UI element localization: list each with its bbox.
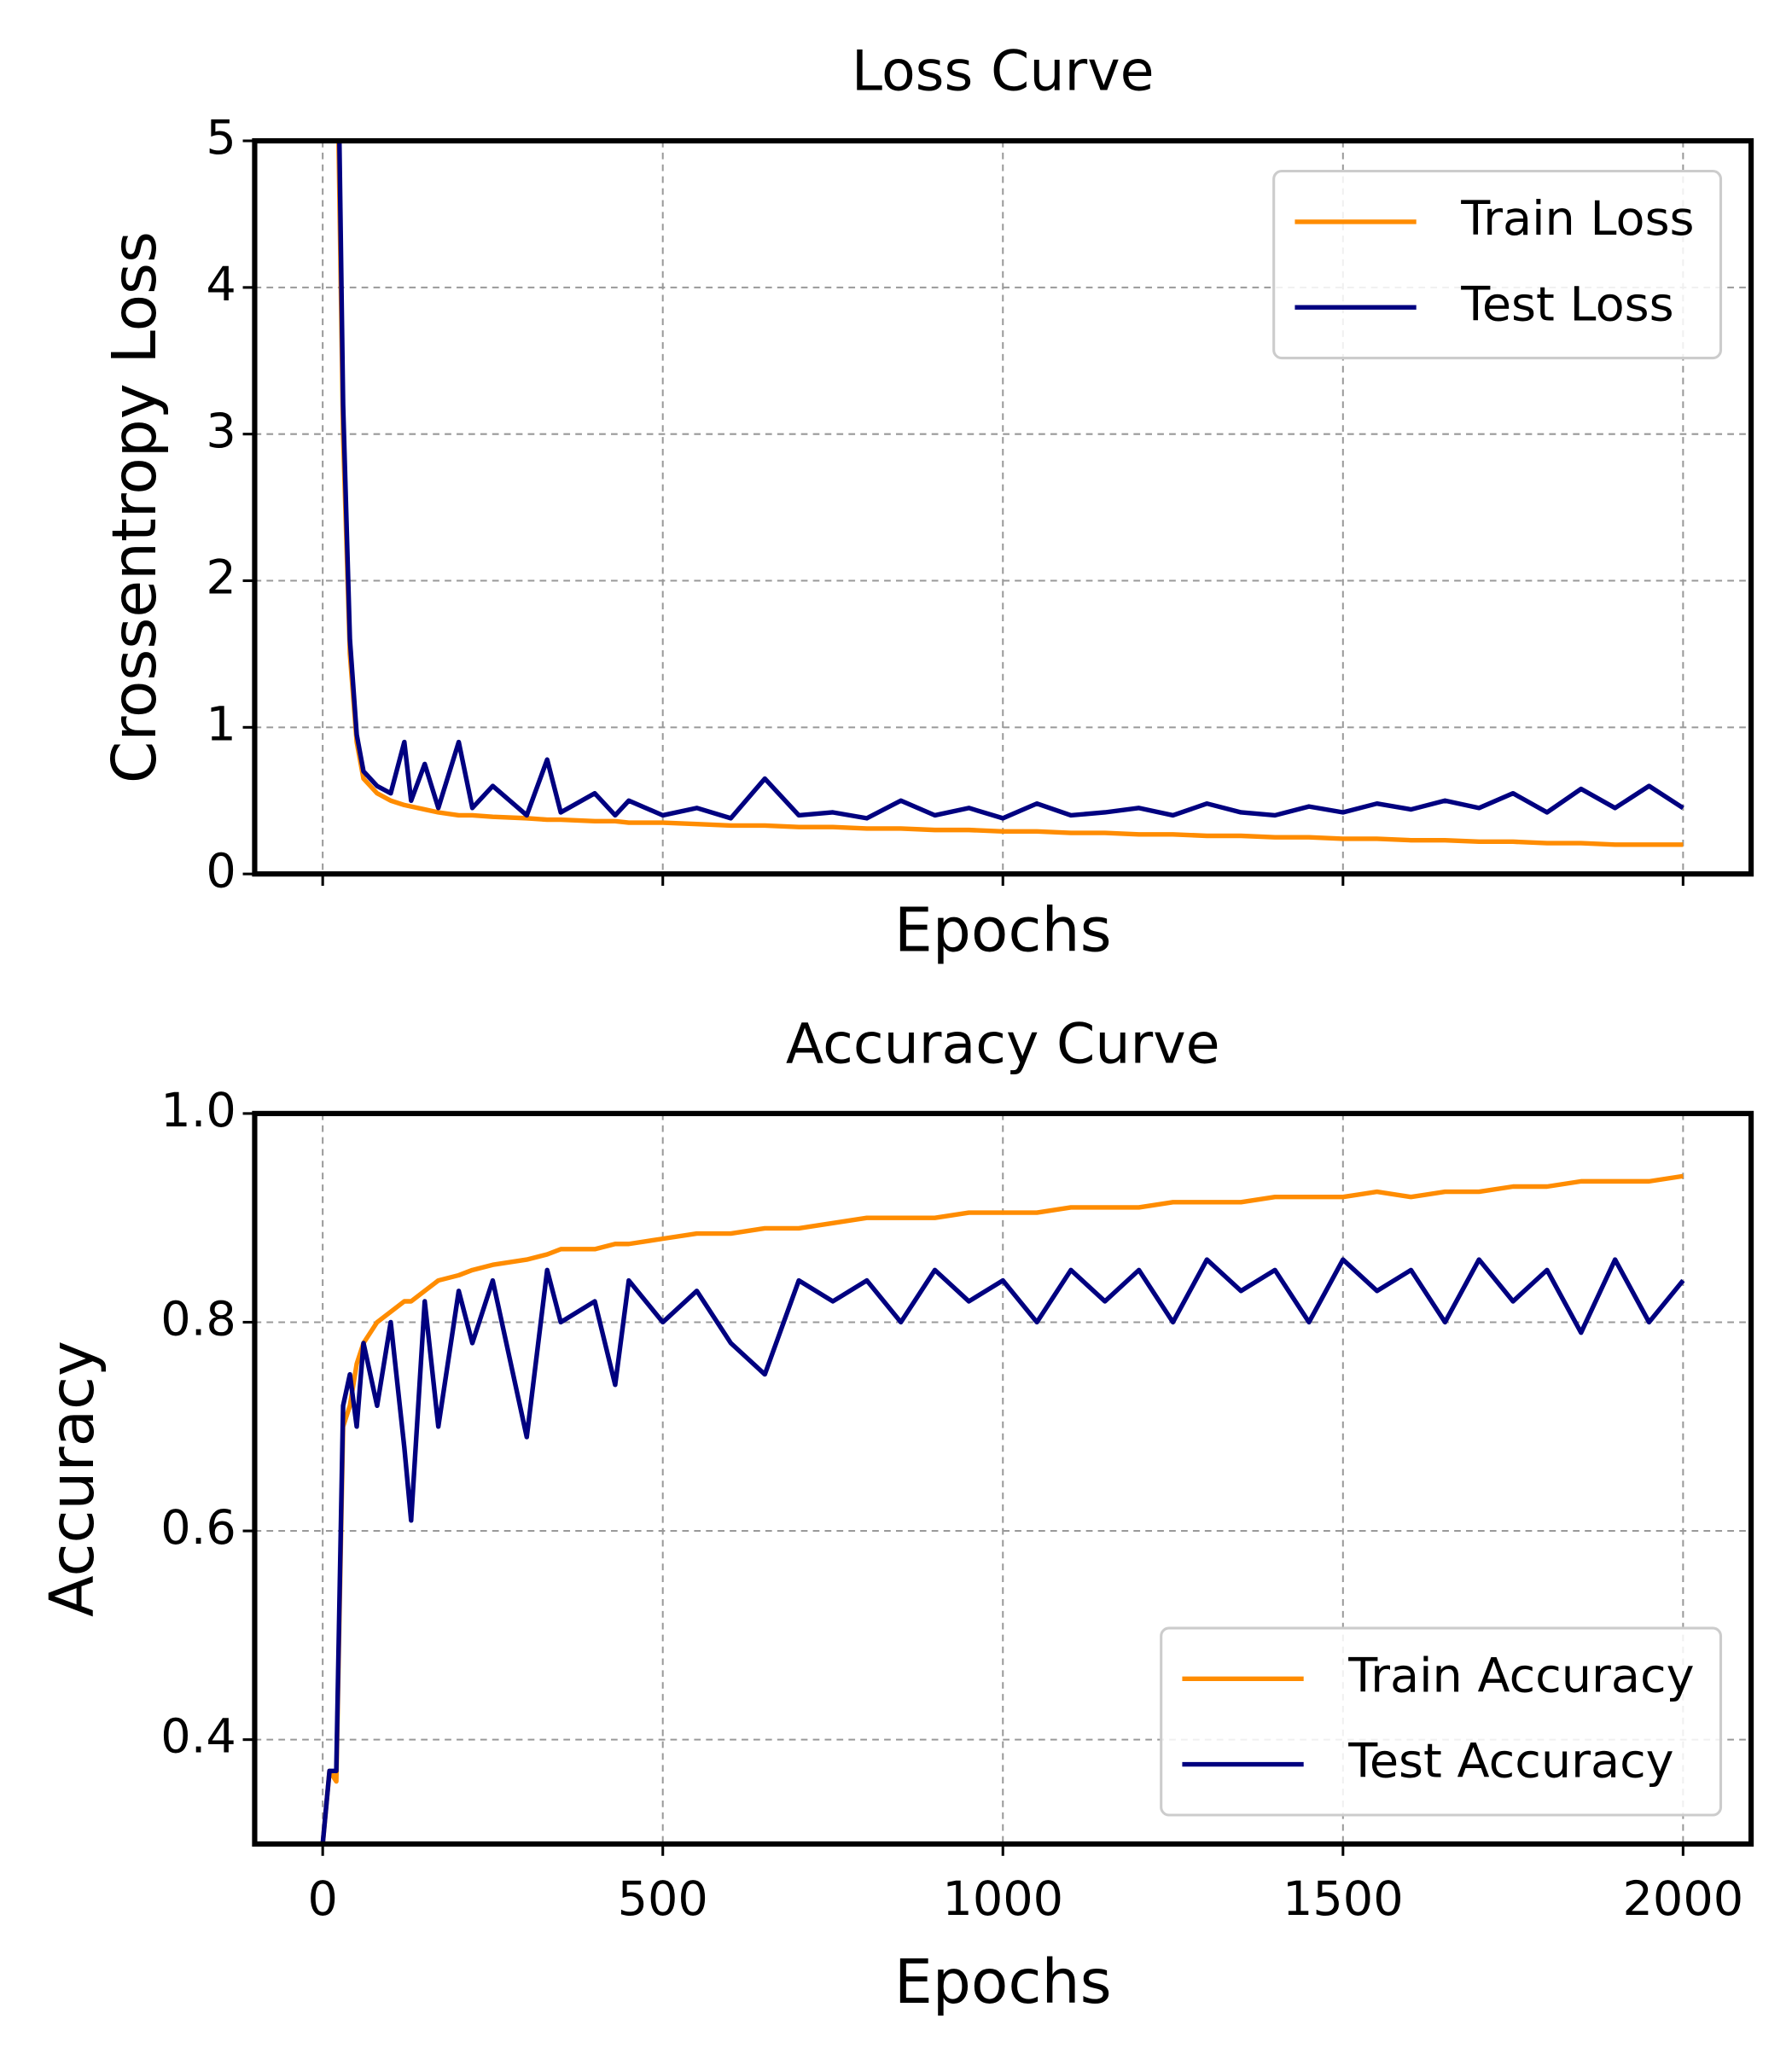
legend-label: Train Accuracy — [1347, 1649, 1694, 1704]
x-tick-label: 500 — [618, 1871, 708, 1927]
x-tick-label: 1000 — [942, 1871, 1063, 1927]
line-series — [337, 141, 1684, 821]
y-axis-label: Crossentropy Loss — [99, 231, 170, 783]
x-tick-label: 2000 — [1623, 1871, 1744, 1927]
legend: Train Accuracy Test Accuracy — [1160, 1626, 1723, 1817]
y-tick-label: 4 — [206, 257, 236, 312]
legend: Train Loss Test Loss — [1272, 169, 1723, 360]
legend-box — [1160, 1626, 1723, 1817]
y-tick-label: 0.4 — [160, 1709, 236, 1765]
y-tick-label: 0.6 — [160, 1500, 236, 1556]
line-series — [320, 1257, 1685, 1844]
y-tick-label: 1.0 — [160, 1083, 236, 1138]
x-tick-label: 1500 — [1283, 1871, 1404, 1927]
y-tick-label: 0.8 — [160, 1292, 236, 1347]
x-axis-label: Epochs — [894, 1946, 1112, 2017]
x-axis-label: Epochs — [894, 895, 1112, 966]
panel: 0 500 1000 1500 2000 0.4 0.6 0.8 1.0 Accuracy Cur… — [37, 1012, 1754, 2017]
y-tick-label: 5 — [206, 110, 236, 166]
chart-title: Loss Curve — [852, 40, 1155, 104]
chart-title: Accuracy Curve — [786, 1012, 1220, 1076]
line-series — [336, 141, 1684, 847]
y-axis-label: Accuracy — [37, 1341, 108, 1617]
plot-frame — [252, 137, 1754, 877]
legend-label: Test Loss — [1460, 276, 1673, 332]
legend-label: Train Loss — [1460, 191, 1694, 247]
plot-frame — [252, 1110, 1754, 1847]
y-tick-label: 1 — [206, 697, 236, 753]
y-tick-label: 0 — [206, 843, 236, 899]
line-series — [320, 1173, 1684, 1844]
y-tick-label: 3 — [206, 404, 236, 459]
legend-label: Test Accuracy — [1347, 1734, 1673, 1789]
panel: 0 1 2 3 4 5 Loss Curve Epochs Crossentropy Loss T… — [99, 40, 1754, 966]
x-tick-label: 0 — [307, 1871, 337, 1927]
y-tick-label: 2 — [206, 550, 236, 606]
legend-box — [1272, 169, 1723, 360]
